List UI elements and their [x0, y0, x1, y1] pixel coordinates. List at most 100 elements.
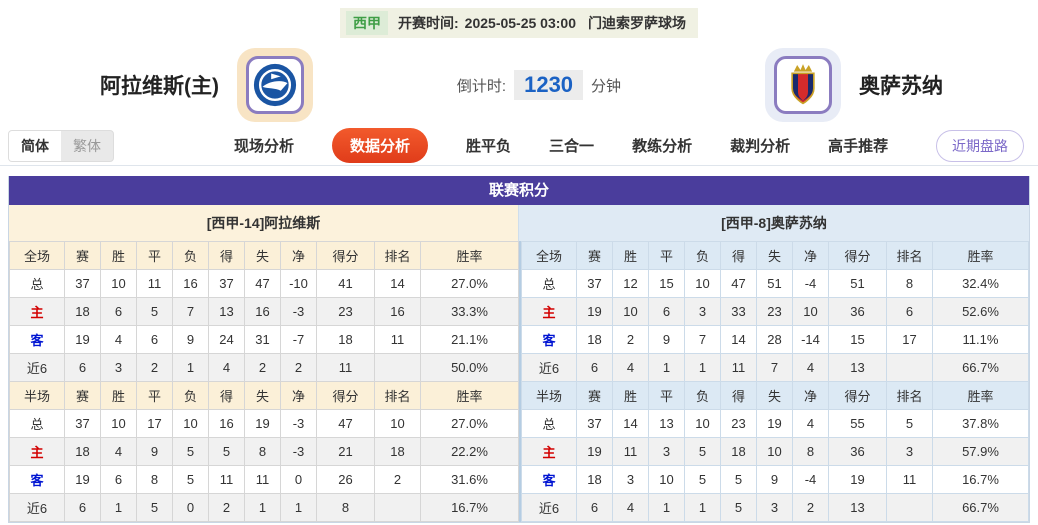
cell: 全场: [521, 241, 577, 270]
cell: 净: [280, 381, 317, 410]
cell: 11: [886, 465, 933, 494]
cell: 胜率: [932, 241, 1029, 270]
table-header-row: 全场赛胜平负得失净得分 排名 胜率: [9, 241, 519, 270]
cell: 14: [612, 409, 649, 438]
cell: 净: [280, 241, 317, 270]
cell: 失: [756, 241, 793, 270]
cell: 6: [100, 297, 137, 326]
cell: 14: [720, 325, 757, 354]
table-row: 主 19 10 6 3 33 23 10 36 6 52.6%: [521, 297, 1029, 326]
cell: 57.9%: [932, 437, 1029, 466]
cell: 5: [136, 297, 173, 326]
cell: 负: [172, 241, 209, 270]
cell: 5: [684, 465, 721, 494]
cell: [886, 353, 933, 382]
cell: 4: [208, 353, 245, 382]
cell: 9: [172, 325, 209, 354]
cell: 23: [316, 297, 375, 326]
cell: 37: [576, 409, 613, 438]
cell: 排名: [886, 381, 933, 410]
cell: 11: [720, 353, 757, 382]
table-row: 主 18 6 5 7 13 16 -3 23 16 33.3%: [9, 297, 519, 326]
table-row: 主 18 4 9 5 5 8 -3 21 18 22.2%: [9, 437, 519, 466]
cell: 排名: [886, 241, 933, 270]
cell: 37: [208, 269, 245, 298]
cell: 18: [576, 465, 613, 494]
cell: 12: [612, 269, 649, 298]
tab-referee-analysis[interactable]: 裁判分析: [730, 138, 791, 155]
cell: 主: [9, 437, 65, 466]
cell: [374, 353, 421, 382]
cell: 3: [756, 493, 793, 522]
cell: 6: [576, 493, 613, 522]
home-team-name: 阿拉维斯(主): [100, 75, 219, 98]
osasuna-crest-icon: [783, 61, 823, 109]
cell: 16: [374, 297, 421, 326]
cell: 27.0%: [420, 269, 519, 298]
tab-coach-analysis[interactable]: 教练分析: [632, 138, 693, 155]
tab-expert-picks[interactable]: 高手推荐: [828, 138, 889, 155]
tab-data-analysis[interactable]: 数据分析: [332, 128, 429, 163]
cell: 9: [756, 465, 793, 494]
board-title: 联赛积分: [9, 176, 1029, 205]
cell: 2: [136, 353, 173, 382]
cell: 得分: [316, 241, 375, 270]
cell: 胜率: [420, 381, 519, 410]
home-team-logo: [237, 48, 313, 122]
cell: 51: [756, 269, 793, 298]
cell: 18: [316, 325, 375, 354]
table-row: 近6 6 3 2 1 4 2 2 11 50.0%: [9, 353, 519, 382]
cell: 5: [172, 465, 209, 494]
cell: 18: [576, 325, 613, 354]
cell: 得: [208, 241, 245, 270]
cell: 66.7%: [932, 493, 1029, 522]
cell: 9: [136, 437, 173, 466]
cell: 近6: [9, 353, 65, 382]
cell: 总: [9, 409, 65, 438]
cell: 19: [828, 465, 887, 494]
cell: 2: [280, 353, 317, 382]
tab-three-in-one[interactable]: 三合一: [549, 138, 595, 155]
cell: 10: [792, 297, 829, 326]
cell: 得分: [316, 381, 375, 410]
cell: -10: [280, 269, 317, 298]
cell: 主: [521, 437, 577, 466]
cell: 16.7%: [932, 465, 1029, 494]
cell: 7: [684, 325, 721, 354]
cell: 主: [9, 297, 65, 326]
cell: 总: [521, 269, 577, 298]
cell: 失: [756, 381, 793, 410]
cell: 1: [100, 493, 137, 522]
lang-simplified-button[interactable]: 简体: [9, 130, 61, 161]
table-row: 总 37 12 15 10 47 51 -4 51 8 32.4%: [521, 269, 1029, 298]
cell: 41: [316, 269, 375, 298]
cell: 19: [576, 297, 613, 326]
tab-win-draw-lose[interactable]: 胜平负: [466, 138, 512, 155]
cell: -3: [280, 297, 317, 326]
cell: 36: [828, 437, 887, 466]
cell: 5: [136, 493, 173, 522]
cell: 平: [136, 241, 173, 270]
cell: 胜: [100, 241, 137, 270]
cell: 总: [521, 409, 577, 438]
kickoff-time: 2025-05-25 03:00: [464, 15, 576, 31]
tab-live-analysis[interactable]: 现场分析: [234, 138, 295, 155]
cell: 净: [792, 241, 829, 270]
table-row: 总 37 10 17 10 16 19 -3 47 10 27.0%: [9, 409, 519, 438]
cell: 8: [886, 269, 933, 298]
cell: 5: [720, 493, 757, 522]
cell: 47: [316, 409, 375, 438]
cell: 得: [720, 241, 757, 270]
cell: 15: [648, 269, 685, 298]
lang-traditional-button[interactable]: 繁体: [73, 137, 101, 154]
cell: 1: [280, 493, 317, 522]
cell: 27.0%: [420, 409, 519, 438]
cell: 6: [576, 353, 613, 382]
cell: 1: [684, 353, 721, 382]
recent-trends-button[interactable]: 近期盘路: [936, 129, 1024, 162]
cell: 赛: [576, 381, 613, 410]
cell: 37: [64, 269, 101, 298]
kickoff-label: 开赛时间:: [398, 15, 459, 31]
cell: 胜: [612, 241, 649, 270]
cell: 5: [886, 409, 933, 438]
